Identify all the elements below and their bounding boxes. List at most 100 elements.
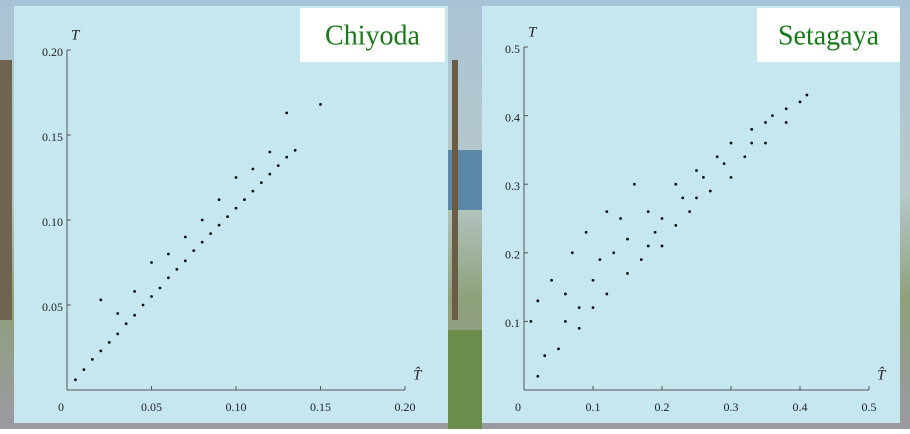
point <box>536 299 539 302</box>
point <box>674 224 677 227</box>
point <box>218 198 221 201</box>
point <box>730 142 733 145</box>
point <box>709 190 712 193</box>
point <box>640 258 643 261</box>
point <box>681 197 684 200</box>
point <box>167 253 170 256</box>
point <box>626 272 629 275</box>
point <box>133 290 136 293</box>
point <box>133 314 136 317</box>
point <box>268 173 271 176</box>
point <box>184 259 187 262</box>
point <box>806 94 809 97</box>
point <box>201 241 204 244</box>
point <box>235 176 238 179</box>
y-tick-label: 0.4 <box>505 110 520 124</box>
point <box>571 251 574 254</box>
point <box>243 198 246 201</box>
point <box>785 107 788 110</box>
point <box>209 232 212 235</box>
point <box>764 142 767 145</box>
point <box>771 114 774 117</box>
point <box>764 121 767 124</box>
chart-title: Chiyoda <box>325 20 420 51</box>
y-tick-label: 0.3 <box>505 179 520 193</box>
point <box>647 210 650 213</box>
y-tick-label: 0.20 <box>42 45 63 59</box>
point <box>150 261 153 264</box>
point <box>626 238 629 241</box>
point <box>252 190 255 193</box>
point <box>83 368 86 371</box>
x-tick-label: 0.10 <box>226 400 247 414</box>
point <box>150 295 153 298</box>
plot-panel <box>14 6 448 423</box>
point <box>743 155 746 158</box>
point <box>99 299 102 302</box>
point <box>716 155 719 158</box>
y-tick-label: 0.15 <box>42 130 63 144</box>
x-tick-label: 0 <box>515 400 521 414</box>
point <box>543 354 546 357</box>
point <box>252 168 255 171</box>
point <box>116 333 119 336</box>
photo-palm <box>0 60 12 320</box>
point <box>674 183 677 186</box>
point <box>184 236 187 239</box>
x-tick-label: 0.4 <box>793 400 808 414</box>
point <box>799 100 802 103</box>
point <box>192 249 195 252</box>
point <box>599 258 602 261</box>
y-tick-label: 0.1 <box>505 316 520 330</box>
point <box>74 378 77 381</box>
point <box>633 183 636 186</box>
point <box>585 231 588 234</box>
chart-title: Setagaya <box>778 20 880 51</box>
point <box>175 268 178 271</box>
point <box>695 197 698 200</box>
point <box>702 176 705 179</box>
x-tick-label: 0.05 <box>141 400 162 414</box>
point <box>319 103 322 106</box>
point <box>268 151 271 154</box>
point <box>167 276 170 279</box>
point <box>564 320 567 323</box>
y-tick-label: 0.05 <box>42 300 63 314</box>
point <box>108 341 111 344</box>
x-tick-label: 0.3 <box>724 400 739 414</box>
plot-panel <box>482 6 900 423</box>
x-tick-label: 0.1 <box>586 400 601 414</box>
point <box>785 121 788 124</box>
x-tick-label: 0.20 <box>395 400 416 414</box>
point <box>750 142 753 145</box>
point <box>159 287 162 290</box>
point <box>550 279 553 282</box>
point <box>578 306 581 309</box>
page: {"chart_data": [ {"type": "scatter", "ti… <box>0 0 910 429</box>
point <box>612 251 615 254</box>
point <box>564 293 567 296</box>
photo-palm <box>452 60 458 320</box>
x-tick-label: 0.15 <box>310 400 331 414</box>
point <box>142 304 145 307</box>
point <box>661 217 664 220</box>
point <box>277 164 280 167</box>
photo-lawn <box>448 330 482 429</box>
x-tick-label: 0.2 <box>655 400 670 414</box>
point <box>592 306 595 309</box>
point <box>260 181 263 184</box>
point <box>654 231 657 234</box>
point <box>285 156 288 159</box>
point <box>530 320 533 323</box>
x-tick-label: 0.5 <box>862 400 877 414</box>
point <box>99 350 102 353</box>
point <box>116 312 119 315</box>
point <box>750 128 753 131</box>
point <box>688 210 691 213</box>
point <box>285 112 288 115</box>
point <box>226 215 229 218</box>
x-tick-label: 0 <box>58 400 64 414</box>
point <box>91 358 94 361</box>
point <box>201 219 204 222</box>
point <box>578 327 581 330</box>
